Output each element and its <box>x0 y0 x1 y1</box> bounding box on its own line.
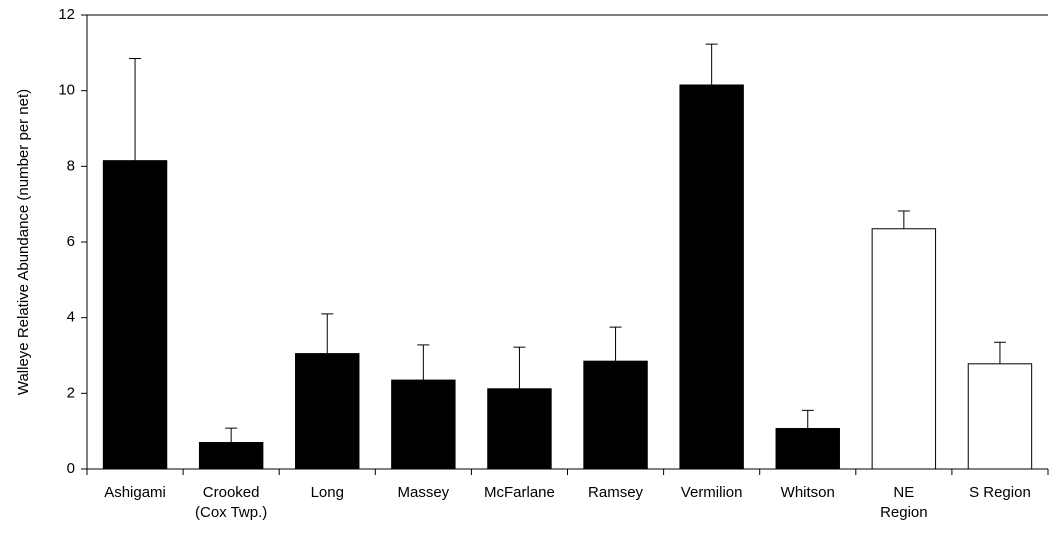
bar <box>198 442 264 470</box>
y-tick-label: 4 <box>67 309 75 326</box>
x-tick-label: Crooked (Cox Twp.) <box>195 484 267 521</box>
y-tick-label: 12 <box>58 6 75 23</box>
y-axis-label: Walleye Relative Abundance (number per n… <box>15 89 32 395</box>
y-tick-label: 8 <box>67 157 75 174</box>
bar <box>583 360 648 470</box>
x-tick-label: Long <box>311 484 344 501</box>
bar <box>391 379 456 470</box>
bar <box>967 363 1033 470</box>
error-bar <box>609 326 622 362</box>
x-tick-label: Whitson <box>781 484 835 501</box>
bar <box>871 228 937 470</box>
error-bar <box>993 341 1006 364</box>
x-tick-label: Vermilion <box>681 484 743 501</box>
x-tick-label: Massey <box>398 484 450 501</box>
x-tick-label: McFarlane <box>484 484 555 501</box>
x-tick-label: S Region <box>969 484 1031 501</box>
y-tick-label: 6 <box>67 233 75 250</box>
x-tick-label: Ashigami <box>104 484 166 501</box>
error-bar <box>705 43 718 85</box>
bar <box>295 353 360 470</box>
bar <box>679 84 744 470</box>
error-bar <box>129 58 142 161</box>
error-bar <box>801 409 814 429</box>
x-tick-label: Ramsey <box>588 484 644 501</box>
y-tick-label: 2 <box>67 384 75 401</box>
y-tick-label: 0 <box>67 460 75 477</box>
bar <box>102 160 168 470</box>
x-tick-label: NE Region <box>880 484 928 521</box>
bar <box>487 388 552 470</box>
error-bar <box>417 344 430 381</box>
error-bar <box>225 427 238 443</box>
error-bar <box>897 210 910 229</box>
error-bar <box>321 313 334 354</box>
y-tick-label: 10 <box>58 82 75 99</box>
error-bar <box>513 346 526 389</box>
bar <box>775 428 840 470</box>
